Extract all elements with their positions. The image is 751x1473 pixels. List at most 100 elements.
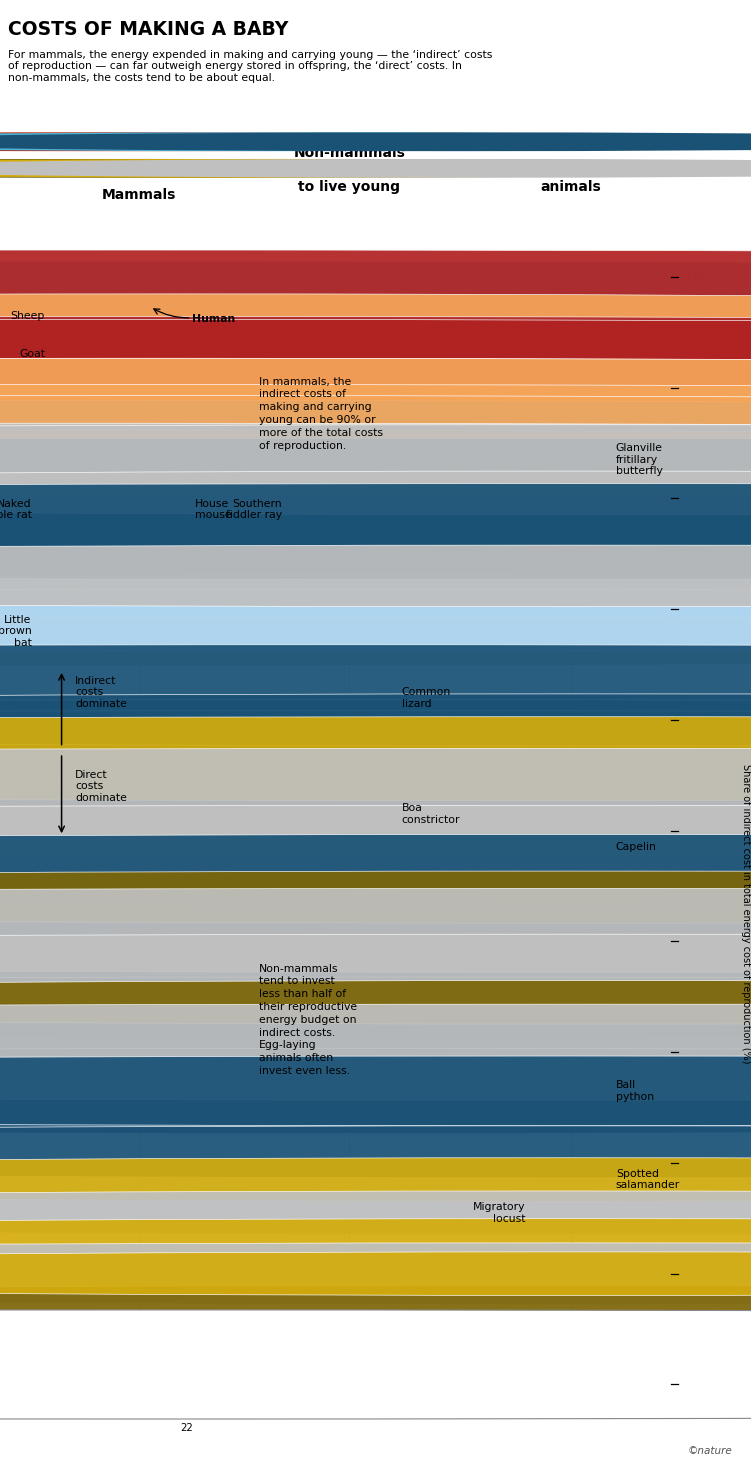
Circle shape [0,489,751,530]
Circle shape [0,423,751,507]
Circle shape [0,435,751,496]
Circle shape [0,505,751,601]
Text: –70: –70 [680,604,700,614]
Circle shape [0,717,751,801]
Text: Isopods: Isopods [24,164,66,174]
Text: –10: –10 [680,1268,700,1279]
Circle shape [0,424,751,495]
Text: Migratory
locust: Migratory locust [473,1202,526,1224]
Circle shape [0,261,751,370]
Circle shape [0,871,751,924]
Circle shape [0,483,751,579]
Circle shape [0,439,751,548]
Circle shape [0,1284,751,1329]
Text: Common
lizard: Common lizard [402,686,451,709]
Circle shape [0,159,751,178]
Circle shape [0,250,751,359]
Circle shape [0,1081,751,1134]
Text: 0.2: 0.2 [43,1374,59,1385]
Circle shape [0,1049,751,1100]
Circle shape [0,1360,404,1370]
Circle shape [0,159,751,178]
Text: ©nature: ©nature [687,1446,732,1457]
Text: Capelin: Capelin [616,843,656,853]
Circle shape [0,710,751,807]
Circle shape [0,133,652,152]
Circle shape [0,574,751,617]
Text: Goat: Goat [19,349,45,359]
Circle shape [0,362,751,424]
Text: Egg-laying
animals: Egg-laying animals [529,164,612,194]
Circle shape [0,589,751,651]
Circle shape [0,645,751,729]
Circle shape [0,934,751,1005]
Circle shape [0,1010,751,1072]
Circle shape [0,977,751,1038]
Text: Non-mammals
tend to invest
less than half of
their reproductive
energy budget on: Non-mammals tend to invest less than hal… [259,963,357,1075]
Circle shape [0,1005,751,1100]
Circle shape [0,1252,751,1295]
Text: –90: –90 [680,383,700,393]
Circle shape [0,813,751,882]
Text: For mammals, the energy expended in making and carrying young — the ‘indirect’ c: For mammals, the energy expended in maki… [8,50,492,82]
Text: 22: 22 [180,1423,192,1433]
Text: 2: 2 [76,1385,82,1395]
Text: Naked
mole rat: Naked mole rat [0,499,32,520]
Text: Share of indirect cost in total energy cost of reproduction (%): Share of indirect cost in total energy c… [740,763,751,1064]
Text: Mammals: Mammals [101,187,176,202]
Text: Rodents: Rodents [24,137,69,147]
Text: In mammals, the
indirect costs of
making and carrying
young can be 90% or
more o: In mammals, the indirect costs of making… [259,377,383,451]
Circle shape [0,479,751,541]
Circle shape [0,784,751,846]
Text: –80: –80 [680,493,700,504]
Circle shape [0,981,751,1024]
Text: House
mouse: House mouse [195,499,232,520]
Text: –60: –60 [680,714,700,725]
Circle shape [0,467,751,551]
Circle shape [0,133,751,152]
Circle shape [0,888,751,972]
Text: Hooved mammals: Hooved mammals [287,137,388,147]
Circle shape [0,358,751,429]
Text: –20: –20 [680,1158,700,1168]
Text: 10: 10 [120,1405,132,1416]
Text: Human: Human [192,314,235,324]
Text: –0: –0 [680,1379,693,1389]
Circle shape [0,835,751,904]
Text: Direct
costs
dominate: Direct costs dominate [75,770,127,803]
Circle shape [0,384,751,468]
Text: Spotted
salamander: Spotted salamander [616,1168,680,1190]
Text: Southern
fiddler ray: Southern fiddler ray [225,499,282,520]
Circle shape [0,133,751,152]
Circle shape [0,1243,751,1305]
Circle shape [0,1218,751,1262]
Circle shape [0,159,751,178]
Circle shape [0,401,751,452]
Circle shape [0,582,751,626]
Text: Salamanders: Salamanders [287,164,360,174]
Circle shape [0,545,751,607]
Circle shape [0,317,751,404]
Circle shape [0,1309,751,1418]
Text: Indirect
costs
dominate: Indirect costs dominate [75,676,127,709]
Circle shape [0,1161,751,1231]
Circle shape [0,1056,751,1125]
Circle shape [0,295,751,337]
Text: Other: Other [467,164,499,174]
Circle shape [0,518,751,589]
Text: Tenrecs: Tenrecs [152,137,194,147]
Text: Little
brown
bat: Little brown bat [0,614,32,648]
Text: Copepods: Copepods [152,164,207,174]
Circle shape [0,806,751,890]
Text: Total cost, adjusted
for body mass
(kilojoules per gram): Total cost, adjusted for body mass (kilo… [41,1312,155,1346]
Circle shape [0,1348,751,1380]
Circle shape [0,1158,751,1202]
Circle shape [0,358,751,429]
Circle shape [0,320,751,389]
Circle shape [0,748,751,857]
Circle shape [0,396,751,457]
Text: Ball
python: Ball python [616,1080,654,1102]
Circle shape [0,318,751,392]
Circle shape [0,1125,751,1178]
Text: Non-mammals
that give birth
to live young: Non-mammals that give birth to live youn… [293,146,406,194]
